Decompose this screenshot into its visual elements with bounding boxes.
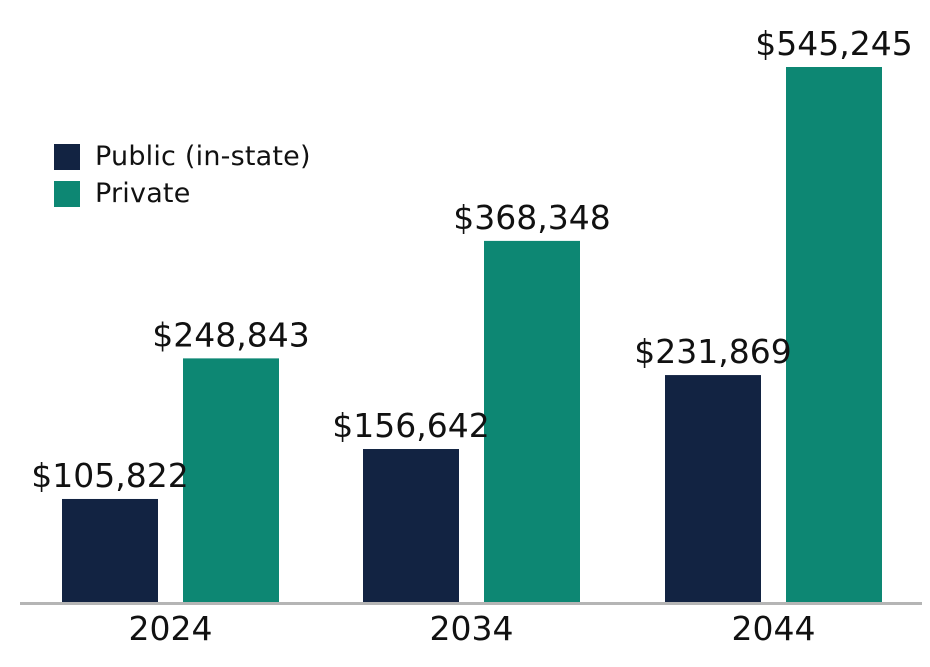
- legend-item-private: Private: [54, 175, 311, 212]
- legend: Public (in-state) Private: [54, 138, 311, 212]
- legend-item-public: Public (in-state): [54, 138, 311, 175]
- legend-label-private: Private: [95, 178, 191, 209]
- x-tick-label-2034: 2034: [430, 609, 514, 648]
- bar-public-2044: [665, 375, 761, 603]
- bar-private-2044: [786, 67, 882, 603]
- data-label-private-2034: $368,348: [453, 198, 610, 237]
- bars-layer: [62, 67, 882, 604]
- bar-public-2024: [62, 498, 158, 603]
- data-label-public-2034: $156,642: [332, 406, 489, 445]
- x-tick-label-2024: 2024: [129, 609, 213, 648]
- x-tick-labels: 2024 2034 2044: [129, 609, 816, 648]
- bar-private-2034: [484, 240, 580, 604]
- bar-public-2034: [363, 449, 459, 603]
- legend-swatch-private: [54, 180, 80, 207]
- data-labels-layer: $105,822 $248,843 $156,642 $368,348 $231,869…: [31, 24, 912, 495]
- bar-private-2024: [183, 358, 279, 603]
- legend-label-public: Public (in-state): [95, 141, 311, 172]
- data-label-public-2024: $105,822: [31, 456, 188, 495]
- x-tick-label-2044: 2044: [732, 609, 816, 648]
- data-label-public-2044: $231,869: [634, 332, 791, 371]
- data-label-private-2044: $545,245: [755, 24, 912, 63]
- data-label-private-2024: $248,843: [152, 315, 309, 354]
- legend-swatch-public: [54, 143, 80, 170]
